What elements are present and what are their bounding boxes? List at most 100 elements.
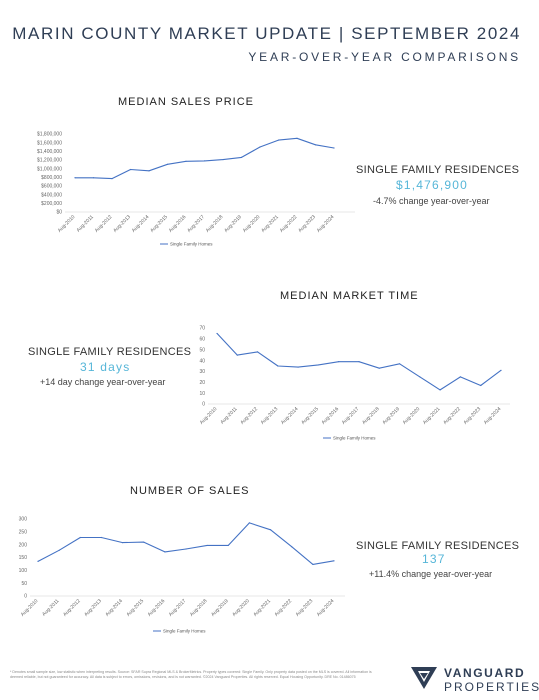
sales-price-stat-value: $1,476,900: [396, 178, 469, 192]
data-point: [338, 361, 340, 363]
x-tick-label: Aug-2012: [94, 214, 114, 234]
y-tick-label: $1,600,000: [37, 140, 62, 146]
y-tick-label: 0: [202, 402, 205, 408]
y-tick-label: 50: [21, 581, 27, 587]
data-point: [297, 366, 299, 368]
x-tick-label: Aug-2017: [168, 598, 188, 618]
data-point: [398, 363, 401, 365]
x-tick-label: Aug-2016: [168, 214, 188, 234]
y-tick-label: 0: [24, 594, 27, 600]
data-point: [291, 546, 293, 548]
x-tick-label: Aug-2024: [316, 214, 336, 234]
market-time-stat-value: 31 days: [80, 360, 131, 374]
x-tick-label: Aug-2016: [147, 598, 167, 618]
x-tick-label: Aug-2013: [83, 598, 103, 618]
x-tick-label: Aug-2011: [41, 598, 60, 617]
y-tick-label: $200,000: [41, 201, 62, 207]
data-point: [37, 560, 39, 562]
data-point: [58, 549, 60, 551]
median-sales-price-chart: $0 $200,000 $400,000 $600,000 $800,000 $1,000…: [37, 132, 355, 247]
y-tick-label: 50: [199, 347, 205, 353]
data-point: [216, 332, 218, 335]
x-tick-label: Aug-2013: [260, 406, 280, 426]
x-tick-label: Aug-2020: [231, 598, 251, 618]
vanguard-v-logo-icon: [411, 667, 437, 689]
series-line: [37, 522, 335, 565]
data-point: [500, 369, 502, 371]
legend-label: Single Family Homes: [170, 242, 213, 247]
data-point: [164, 551, 166, 553]
number-of-sales-stat-change: +11.4% change year-over-year: [369, 569, 493, 579]
data-point: [222, 158, 224, 161]
x-tick-label: Aug-2022: [274, 598, 294, 618]
x-tick-label: Aug-2012: [239, 406, 259, 426]
data-point: [296, 137, 298, 139]
y-tick-label: 150: [19, 555, 28, 561]
x-tick-label: Aug-2015: [300, 406, 320, 426]
x-tick-label: Aug-2024: [483, 406, 503, 426]
data-point: [358, 361, 360, 363]
y-tick-label: $1,400,000: [37, 149, 62, 155]
y-tick-label: $1,000,000: [37, 166, 62, 172]
series-line: [75, 137, 335, 180]
x-tick-label: Aug-2024: [316, 598, 336, 618]
x-tick-label: Aug-2023: [463, 406, 483, 426]
x-tick-label: Aug-2021: [252, 598, 272, 618]
x-tick-label: Aug-2014: [104, 598, 124, 618]
data-point: [185, 548, 187, 550]
sales-price-stat-label: SINGLE FAMILY RESIDENCES: [356, 164, 520, 176]
y-tick-label: $400,000: [41, 192, 62, 198]
data-point: [227, 544, 229, 547]
x-tick-label: Aug-2011: [76, 214, 95, 233]
x-tick-label: Aug-2018: [205, 214, 225, 234]
data-point: [256, 351, 259, 353]
data-point: [129, 168, 132, 171]
data-point: [236, 354, 238, 356]
data-point: [317, 364, 320, 366]
x-tick-label: Aug-2010: [199, 406, 219, 426]
data-point: [248, 522, 251, 524]
data-point: [92, 177, 95, 179]
data-point: [378, 367, 380, 369]
x-tick-label: Aug-2021: [260, 214, 280, 234]
data-point: [312, 563, 314, 566]
y-tick-label: 10: [199, 391, 205, 397]
legend-label: Single Family Homes: [333, 436, 376, 441]
x-tick-label: Aug-2015: [126, 598, 146, 618]
sales-price-stat-change: -4.7% change year-over-year: [373, 196, 490, 206]
number-of-sales-stat-value: 137: [422, 552, 446, 566]
data-point: [166, 163, 169, 165]
y-tick-label: 300: [19, 517, 28, 523]
number-of-sales-title: NUMBER OF SALES: [130, 485, 250, 497]
data-point: [314, 144, 317, 146]
data-point: [185, 160, 187, 162]
data-point: [277, 139, 280, 141]
y-tick-label: $600,000: [41, 184, 62, 190]
x-tick-label: Aug-2022: [442, 406, 462, 426]
y-tick-label: 20: [199, 380, 205, 386]
data-point: [277, 365, 279, 367]
x-tick-label: Aug-2017: [186, 214, 206, 234]
y-tick-label: $1,200,000: [37, 158, 62, 164]
y-tick-label: $1,800,000: [37, 132, 62, 138]
y-tick-label: 70: [199, 326, 205, 332]
y-tick-label: 30: [199, 369, 205, 375]
x-tick-label: Aug-2023: [295, 598, 315, 618]
data-point: [143, 541, 145, 543]
x-tick-label: Aug-2019: [223, 214, 243, 234]
x-tick-label: Aug-2021: [422, 406, 442, 426]
y-tick-label: $0: [56, 210, 62, 216]
x-tick-label: Aug-2022: [279, 214, 299, 234]
y-tick-label: 250: [19, 530, 28, 536]
y-tick-label: 40: [199, 358, 205, 364]
data-point: [206, 544, 208, 547]
data-point: [333, 560, 335, 562]
y-tick-label: 100: [19, 568, 28, 574]
logo-wordmark-vanguard: VANGUARD: [444, 666, 526, 680]
data-point: [148, 170, 150, 172]
market-time-stat-label: SINGLE FAMILY RESIDENCES: [28, 346, 192, 358]
x-tick-label: Aug-2023: [297, 214, 317, 234]
x-tick-label: Aug-2018: [189, 598, 209, 618]
